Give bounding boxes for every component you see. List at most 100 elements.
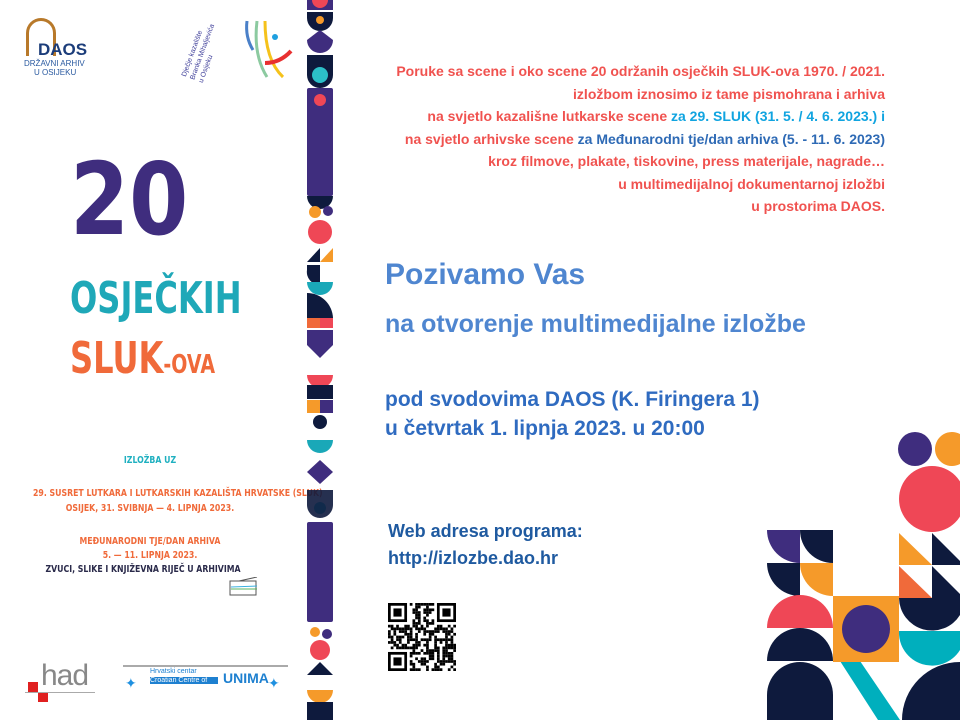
qr-module bbox=[439, 641, 443, 644]
qr-module bbox=[417, 616, 421, 620]
qr-module bbox=[396, 638, 399, 642]
qr-module bbox=[453, 668, 456, 671]
qr-module bbox=[447, 646, 451, 650]
qr-module bbox=[428, 622, 432, 625]
qr-module bbox=[450, 630, 454, 633]
qr-module bbox=[417, 660, 421, 663]
qr-module bbox=[396, 627, 399, 631]
qr-module bbox=[423, 611, 427, 614]
qr-finder bbox=[442, 608, 451, 617]
qr-module bbox=[447, 657, 451, 661]
qr-module bbox=[436, 646, 440, 650]
web-label: Web adresa programa: bbox=[388, 521, 583, 541]
qr-code[interactable] bbox=[388, 603, 456, 671]
qr-module bbox=[388, 624, 391, 628]
qr-module bbox=[398, 630, 402, 633]
ova-suffix: -OVA bbox=[163, 350, 216, 380]
qr-module bbox=[434, 662, 437, 666]
qr-module bbox=[442, 654, 446, 658]
qr-module bbox=[431, 649, 435, 652]
qr-module bbox=[412, 651, 416, 655]
qr-module bbox=[442, 627, 446, 631]
qr-module bbox=[442, 657, 446, 661]
qr-module bbox=[428, 632, 432, 636]
qr-module bbox=[407, 646, 410, 650]
qr-module bbox=[417, 619, 421, 623]
qr-module bbox=[442, 649, 446, 652]
qr-module bbox=[434, 627, 437, 631]
qr-module bbox=[434, 635, 437, 639]
qr-module bbox=[450, 651, 454, 655]
intro-line: kroz filmove, plakate, tiskovine, press … bbox=[488, 153, 885, 169]
web-url[interactable]: http://izlozbe.dao.hr bbox=[388, 548, 558, 568]
qr-module bbox=[398, 627, 402, 631]
qr-module bbox=[388, 641, 391, 644]
had-text: had bbox=[41, 659, 89, 692]
qr-module bbox=[450, 646, 454, 650]
qr-module bbox=[390, 627, 394, 631]
qr-module bbox=[417, 603, 421, 606]
qr-module bbox=[439, 660, 443, 663]
arch-icon bbox=[26, 18, 56, 56]
qr-module bbox=[442, 651, 446, 655]
qr-module bbox=[415, 605, 418, 609]
qr-module bbox=[428, 630, 432, 633]
qr-finder bbox=[393, 608, 402, 617]
invite-details: pod svodovima DAOS (K. Firingera 1) u če… bbox=[385, 385, 760, 443]
qr-module bbox=[420, 662, 424, 666]
qr-module bbox=[407, 635, 410, 639]
qr-module bbox=[436, 624, 440, 628]
qr-module bbox=[431, 608, 435, 612]
qr-module bbox=[439, 627, 443, 631]
puppet-icon: ✦ bbox=[268, 675, 280, 691]
qr-module bbox=[450, 660, 454, 663]
qr-module bbox=[412, 608, 416, 612]
intro-text: Poruke sa scene i oko scene 20 održanih … bbox=[350, 60, 885, 218]
qr-module bbox=[447, 668, 451, 671]
qr-module bbox=[423, 643, 427, 647]
qr-module bbox=[431, 654, 435, 658]
qr-module bbox=[428, 635, 432, 639]
archive-day-icon bbox=[229, 577, 258, 596]
qr-module bbox=[436, 627, 440, 631]
qr-module bbox=[442, 662, 446, 666]
qr-module bbox=[409, 662, 413, 666]
qr-module bbox=[426, 649, 429, 652]
qr-module bbox=[442, 660, 446, 663]
poster-sluk: SLUK-OVA bbox=[70, 335, 215, 389]
qr-module bbox=[428, 649, 432, 652]
invite-subtitle: na otvorenje multimedijalne izložbe bbox=[385, 310, 806, 338]
qr-module bbox=[415, 627, 418, 631]
qr-module bbox=[434, 646, 437, 650]
qr-module bbox=[398, 641, 402, 644]
qr-module bbox=[396, 646, 399, 650]
qr-module bbox=[450, 654, 454, 658]
qr-module bbox=[407, 641, 410, 644]
qr-module bbox=[412, 662, 416, 666]
qr-module bbox=[404, 646, 408, 650]
qr-module bbox=[409, 668, 413, 671]
qr-module bbox=[431, 630, 435, 633]
izlozba-uz: IZLOŽBA UZ bbox=[123, 455, 177, 466]
qr-module bbox=[393, 641, 397, 644]
qr-module bbox=[447, 630, 451, 633]
qr-module bbox=[412, 611, 416, 614]
qr-module bbox=[434, 630, 437, 633]
intro-line: u prostorima DAOS. bbox=[751, 198, 885, 214]
qr-module bbox=[417, 630, 421, 633]
qr-module bbox=[445, 646, 448, 650]
qr-module bbox=[431, 668, 435, 671]
qr-module bbox=[445, 643, 448, 647]
qr-module bbox=[404, 632, 408, 636]
qr-module bbox=[423, 632, 427, 636]
qr-module bbox=[426, 608, 429, 612]
qr-module bbox=[426, 622, 429, 625]
event2-line3: ZVUCI, SLIKE I KNJIŽEVNA RIJEČ U ARHIVIM… bbox=[45, 564, 241, 575]
qr-module bbox=[447, 643, 451, 647]
qr-module bbox=[401, 646, 405, 650]
qr-module bbox=[390, 635, 394, 639]
qr-module bbox=[420, 657, 424, 661]
qr-module bbox=[434, 643, 437, 647]
qr-module bbox=[420, 627, 424, 631]
qr-module bbox=[398, 646, 402, 650]
